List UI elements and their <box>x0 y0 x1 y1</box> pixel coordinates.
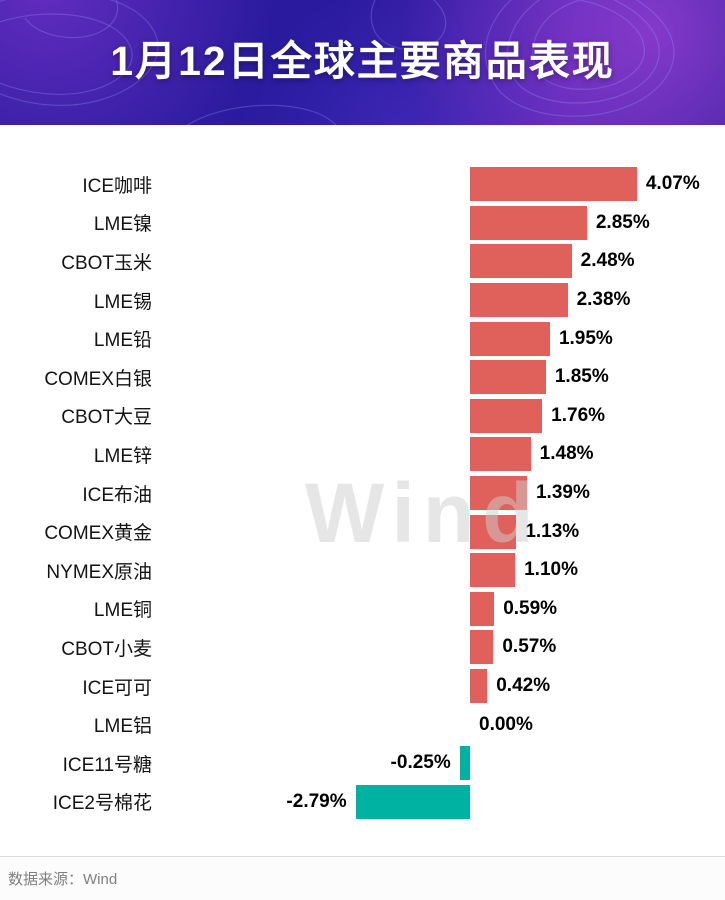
bar-rows: ICE咖啡 4.07% LME镍 2.85% CBOT玉米 2.48% LME锡 2.38% L… <box>0 165 725 821</box>
plot-cell: 0.57% <box>160 628 725 667</box>
category-label: LME锌 <box>93 445 152 467</box>
chart-row: COMEX黄金 1.13% <box>0 512 725 551</box>
positive-bar <box>470 321 550 356</box>
category-label: COMEX白银 <box>44 368 152 390</box>
negative-bar <box>355 784 470 819</box>
category-label: NYMEX原油 <box>46 561 152 583</box>
value-label: -0.25% <box>390 752 451 774</box>
chart-row: ICE2号棉花 -2.79% <box>0 783 725 822</box>
value-label: 0.57% <box>502 636 557 658</box>
plot-cell: 1.85% <box>160 358 725 397</box>
category-label: LME铝 <box>93 716 152 738</box>
category-label: LME镍 <box>93 214 152 236</box>
category-label: ICE布油 <box>82 484 152 506</box>
chart-row: CBOT玉米 2.48% <box>0 242 725 281</box>
plot-cell: -2.79% <box>160 783 725 822</box>
positive-bar <box>470 244 572 279</box>
positive-bar <box>470 514 517 549</box>
category-label: ICE11号糖 <box>62 754 152 776</box>
value-label: 2.38% <box>576 289 631 311</box>
positive-bar <box>470 167 637 202</box>
positive-bar <box>470 205 587 240</box>
chart-row: LME锌 1.48% <box>0 435 725 474</box>
plot-cell: 1.48% <box>160 435 725 474</box>
category-label: ICE2号棉花 <box>52 793 152 815</box>
plot-cell: -0.25% <box>160 744 725 783</box>
positive-bar <box>470 591 495 626</box>
chart-row: LME铜 0.59% <box>0 590 725 629</box>
positive-bar <box>470 630 494 665</box>
chart-row: ICE可可 0.42% <box>0 667 725 706</box>
positive-bar <box>470 360 546 395</box>
contour-decoration <box>0 0 675 125</box>
plot-cell: 0.59% <box>160 590 725 629</box>
negative-bar <box>459 746 470 781</box>
chart-row: NYMEX原油 1.10% <box>0 551 725 590</box>
value-label: 1.95% <box>558 327 613 349</box>
data-source-label: 数据来源：Wind <box>8 871 118 888</box>
chart-row: LME镍 2.85% <box>0 204 725 243</box>
footer: 数据来源：Wind <box>0 856 725 900</box>
chart-row: ICE11号糖 -0.25% <box>0 744 725 783</box>
plot-cell: 1.76% <box>160 397 725 436</box>
plot-cell: 2.85% <box>160 204 725 243</box>
header-banner: 1月12日全球主要商品表现 <box>0 0 725 125</box>
positive-bar <box>470 553 516 588</box>
plot-cell: 2.38% <box>160 281 725 320</box>
positive-bar <box>470 476 527 511</box>
category-label: LME铜 <box>93 600 152 622</box>
value-label: -2.79% <box>286 790 347 812</box>
chart-row: ICE咖啡 4.07% <box>0 165 725 204</box>
value-label: 1.39% <box>535 482 590 504</box>
category-label: CBOT大豆 <box>61 407 152 429</box>
positive-bar <box>470 398 543 433</box>
chart-row: LME铝 0.00% <box>0 705 725 744</box>
value-label: 1.10% <box>524 559 578 581</box>
category-label: CBOT小麦 <box>61 638 152 660</box>
plot-cell: 1.95% <box>160 319 725 358</box>
plot-cell: 1.10% <box>160 551 725 590</box>
category-label: ICE咖啡 <box>82 175 152 197</box>
chart-row: COMEX白银 1.85% <box>0 358 725 397</box>
value-label: 1.76% <box>551 404 606 426</box>
chart-row: CBOT小麦 0.57% <box>0 628 725 667</box>
value-label: 1.13% <box>525 520 580 542</box>
chart-row: LME铅 1.95% <box>0 319 725 358</box>
plot-cell: 0.42% <box>160 667 725 706</box>
positive-bar <box>470 283 568 318</box>
value-label: 4.07% <box>645 173 700 195</box>
category-label: CBOT玉米 <box>61 252 152 274</box>
value-label: 1.48% <box>539 443 594 465</box>
plot-cell: 2.48% <box>160 242 725 281</box>
category-label: COMEX黄金 <box>44 523 152 545</box>
plot-cell: 0.00% <box>160 705 725 744</box>
value-label: 2.48% <box>580 250 635 272</box>
plot-cell: 1.13% <box>160 512 725 551</box>
value-label: 0.00% <box>479 713 533 735</box>
category-label: ICE可可 <box>82 677 152 699</box>
chart-row: LME锡 2.38% <box>0 281 725 320</box>
page-title: 1月12日全球主要商品表现 <box>110 38 615 84</box>
category-label: LME铅 <box>93 330 152 352</box>
chart-row: CBOT大豆 1.76% <box>0 397 725 436</box>
plot-cell: 4.07% <box>160 165 725 204</box>
plot-cell: 1.39% <box>160 474 725 513</box>
chart: ICE咖啡 4.07% LME镍 2.85% CBOT玉米 2.48% LME锡 2.38% L… <box>0 125 725 822</box>
value-label: 0.42% <box>496 675 551 697</box>
positive-bar <box>470 437 531 472</box>
value-label: 1.85% <box>554 366 609 388</box>
category-label: LME锡 <box>93 291 152 313</box>
value-label: 0.59% <box>503 597 558 619</box>
value-label: 2.85% <box>595 211 650 233</box>
positive-bar <box>470 669 488 704</box>
chart-row: ICE布油 1.39% <box>0 474 725 513</box>
